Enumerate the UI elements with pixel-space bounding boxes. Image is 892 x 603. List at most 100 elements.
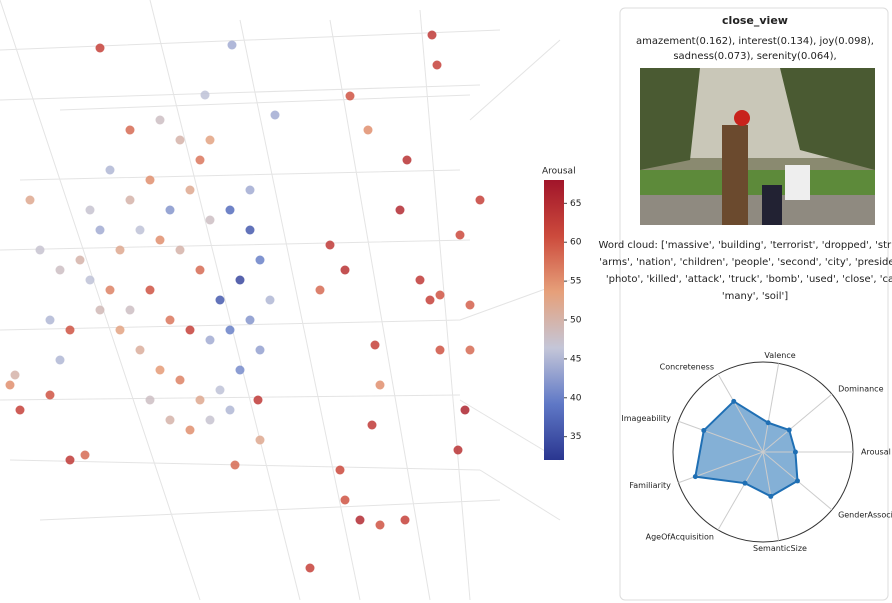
point [86,206,95,215]
point [176,246,185,255]
point [176,376,185,385]
point [256,436,265,445]
point [236,276,245,285]
point [11,371,20,380]
point [186,326,195,335]
point [371,341,380,350]
point [86,276,95,285]
point [433,61,442,70]
word-cloud-line: 'photo', 'killed', 'attack', 'truck', 'b… [606,274,892,285]
radar-point [731,399,736,404]
point [236,366,245,375]
radar-label: Familiarity [629,481,671,490]
point [186,426,195,435]
point [166,416,175,425]
point [196,266,205,275]
page: close_view amazement(0.162), interest(0.… [0,0,892,603]
radar-point [793,450,798,455]
point [156,236,165,245]
point [16,406,25,415]
point [206,216,215,225]
point [376,381,385,390]
point [106,286,115,295]
word-cloud-line: 'arms', 'nation', 'children', 'people', … [599,257,892,268]
point [436,346,445,355]
point [246,186,255,195]
point [341,266,350,275]
point [364,126,373,135]
emotions: sadness(0.073), serenity(0.064), [673,51,836,62]
point [156,116,165,125]
radar-point [701,428,706,433]
point [126,196,135,205]
point [146,396,155,405]
point [376,521,385,530]
colorbar-tick-label: 65 [570,199,581,209]
radar-point [768,494,773,499]
scatter [6,31,485,573]
point [231,461,240,470]
point [146,286,155,295]
point [186,186,195,195]
point [306,564,315,573]
point [326,241,335,250]
radar-label: Concreteness [660,363,714,372]
point [226,326,235,335]
colorbar-tick-label: 35 [570,432,581,442]
point [256,256,265,265]
point [336,466,345,475]
colorbar-tick-label: 55 [570,277,581,287]
point [146,176,155,185]
radar-point [766,420,771,425]
point [254,396,263,405]
colorbar-tick-label: 60 [570,238,582,248]
point [116,326,125,335]
point [206,336,215,345]
word-cloud-line: Word cloud: ['massive', 'building', 'ter… [599,240,892,251]
point [176,136,185,145]
point [166,206,175,215]
point [201,91,210,100]
point [416,276,425,285]
point [256,346,265,355]
radar-point [693,474,698,479]
colorbar [544,180,564,460]
colorbar-tick-label: 45 [570,354,581,364]
point [226,406,235,415]
radar-label: AgeOfAcquisition [646,532,714,541]
point [26,196,35,205]
point [246,226,255,235]
point [206,136,215,145]
point [356,516,365,525]
point [206,416,215,425]
point [346,92,355,101]
point [368,421,377,430]
radar-label: Valence [764,351,795,360]
point [266,296,275,305]
emotions: amazement(0.162), interest(0.134), joy(0… [636,36,874,47]
photo [640,68,875,225]
colorbar-title: Arousal [542,167,576,177]
panel-title: close_view [722,14,788,27]
word-cloud-line: 'many', 'soil'] [722,291,788,302]
point [96,306,105,315]
point [454,446,463,455]
point [136,226,145,235]
radar-point [795,478,800,483]
point [456,231,465,240]
point [216,386,225,395]
point [136,346,145,355]
radar-label: GenderAssociation [838,510,892,519]
colorbar-tick-label: 50 [570,316,582,326]
point [66,326,75,335]
point [96,44,105,53]
radar-point [743,481,748,486]
point [436,291,445,300]
point [271,111,280,120]
point [156,366,165,375]
point [126,306,135,315]
point [341,496,350,505]
radar-label: Arousal [861,448,891,457]
3d-grid [0,0,570,600]
point [428,31,437,40]
